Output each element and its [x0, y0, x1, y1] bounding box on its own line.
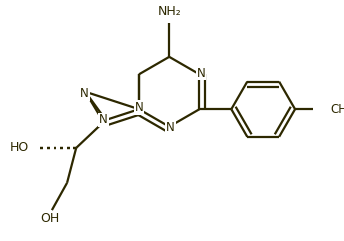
Text: CH₃: CH₃: [331, 103, 344, 116]
Text: N: N: [166, 121, 175, 134]
Text: N: N: [99, 114, 108, 127]
Text: OH: OH: [41, 212, 60, 225]
Text: HO: HO: [10, 141, 29, 154]
Text: N: N: [135, 101, 143, 114]
Text: N: N: [197, 67, 205, 80]
Text: N: N: [80, 87, 89, 100]
Text: NH₂: NH₂: [157, 5, 181, 18]
